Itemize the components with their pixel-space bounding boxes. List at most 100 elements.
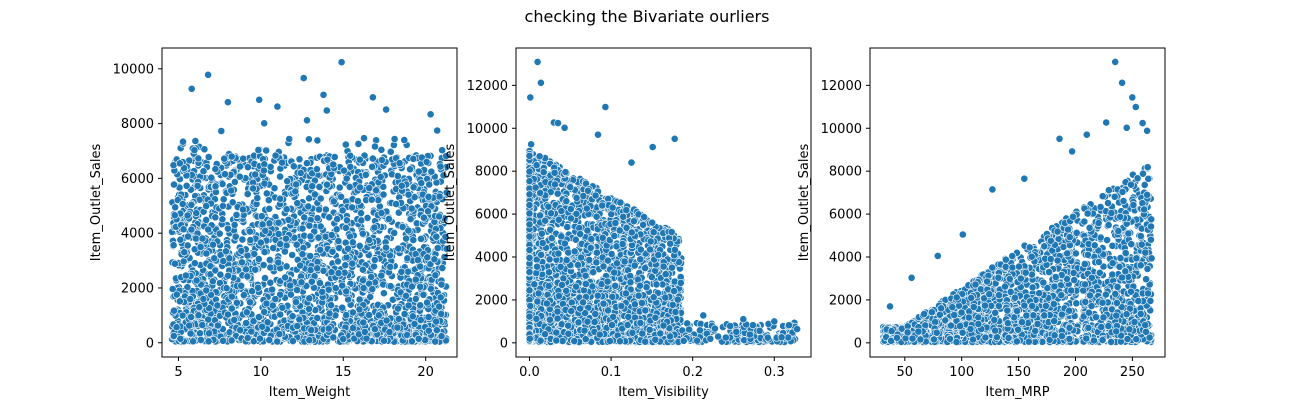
- scatter-point: [295, 155, 304, 164]
- scatter-point: [227, 152, 236, 161]
- scatter-point: [204, 315, 213, 324]
- scatter-point: [262, 146, 271, 155]
- scatter-point: [411, 294, 420, 303]
- scatter-point: [441, 232, 450, 241]
- scatter-point: [265, 204, 274, 213]
- scatter-point: [430, 255, 439, 264]
- scatter-point: [245, 227, 254, 236]
- scatter-point: [198, 234, 207, 243]
- scatter-point: [170, 180, 178, 189]
- scatter-point: [344, 244, 352, 253]
- scatter-point: [346, 151, 355, 160]
- scatter-point: [236, 162, 244, 171]
- scatter-point: [316, 279, 324, 287]
- scatter-point: [183, 211, 192, 220]
- scatter-point-outlier: [255, 95, 264, 104]
- scatter-point: [274, 258, 283, 267]
- scatter-point: [194, 154, 203, 163]
- scatter-point: [186, 329, 195, 338]
- scatter-point: [324, 324, 333, 333]
- scatter-point: [377, 145, 386, 154]
- scatter-point: [432, 326, 441, 335]
- scatter-point: [407, 282, 416, 291]
- scatter-point: [308, 182, 317, 191]
- scatter-point: [237, 246, 246, 255]
- scatter-point: [296, 169, 305, 177]
- scatter-point: [539, 168, 548, 177]
- scatter-point: [393, 323, 402, 332]
- scatter-point: [424, 207, 432, 216]
- scatter-point: [242, 308, 251, 317]
- scatter-point: [615, 226, 624, 235]
- scatter-point: [407, 337, 416, 346]
- scatter-point: [239, 205, 247, 214]
- scatter-point: [313, 314, 322, 322]
- scatter-point: [278, 158, 286, 167]
- scatter-point: [358, 229, 367, 238]
- scatter-point: [423, 253, 432, 262]
- scatter-point: [238, 258, 246, 267]
- scatter-point: [183, 241, 192, 250]
- scatter-point: [417, 234, 425, 243]
- scatter-point: [246, 298, 254, 307]
- scatter-point: [329, 333, 338, 342]
- scatter-point: [185, 321, 194, 330]
- scatter-point: [417, 179, 426, 187]
- scatter-point: [187, 225, 196, 234]
- scatter-point: [204, 153, 213, 161]
- scatter-point: [438, 264, 447, 272]
- scatter-point: [385, 328, 394, 336]
- scatter-point: [414, 167, 423, 176]
- x-tick-label: 15: [335, 365, 352, 380]
- scatter-point: [610, 268, 619, 277]
- scatter-point-outlier: [303, 116, 311, 125]
- scatter-point: [368, 162, 376, 171]
- scatter-point: [525, 286, 534, 295]
- scatter-point: [544, 202, 553, 211]
- scatter-point: [193, 181, 202, 190]
- scatter-point: [307, 277, 316, 286]
- y-axis-label: Item_Outlet_Sales: [89, 144, 104, 262]
- scatter-point: [433, 244, 442, 252]
- scatter-panel-visibility: 0.0 0.1 0.2 0.3020004000600080001000012000I…: [443, 47, 812, 400]
- scatter-point: [332, 225, 341, 234]
- scatter-point: [587, 235, 596, 243]
- scatter-point: [618, 240, 627, 248]
- y-tick-label: 6000: [121, 172, 154, 187]
- scatter-point: [557, 320, 566, 329]
- scatter-point: [409, 183, 418, 192]
- scatter-point: [243, 163, 252, 172]
- scatter-point: [582, 204, 591, 213]
- scatter-point: [325, 309, 334, 318]
- scatter-point: [195, 303, 204, 312]
- scatter-point: [411, 275, 420, 284]
- scatter-point: [432, 232, 441, 241]
- scatter-point: [194, 311, 203, 320]
- scatter-point: [338, 303, 347, 312]
- scatter-point: [182, 181, 191, 190]
- scatter-point: [274, 230, 283, 238]
- scatter-point: [327, 268, 336, 277]
- scatter-point: [179, 225, 188, 234]
- scatter-point: [394, 244, 403, 253]
- scatter-point: [553, 189, 562, 198]
- scatter-point: [276, 240, 285, 248]
- scatter-point: [227, 292, 236, 301]
- scatter-point: [191, 137, 200, 145]
- scatter-point: [304, 135, 313, 144]
- scatter-point: [258, 322, 267, 331]
- scatter-point: [271, 151, 280, 160]
- scatter-point: [329, 197, 338, 206]
- scatter-point: [218, 201, 227, 210]
- scatter-panel-weight: 5 10 15 200200040006000800010000Item_Weight…: [89, 47, 458, 400]
- scatter-point: [293, 286, 301, 294]
- scatter-point: [327, 231, 336, 239]
- scatter-point: [199, 167, 208, 176]
- scatter-point: [232, 298, 241, 307]
- scatter-point: [327, 301, 335, 310]
- scatter-point: [192, 276, 201, 285]
- scatter-point: [422, 157, 431, 166]
- scatter-point: [607, 250, 616, 258]
- scatter-point: [365, 184, 374, 192]
